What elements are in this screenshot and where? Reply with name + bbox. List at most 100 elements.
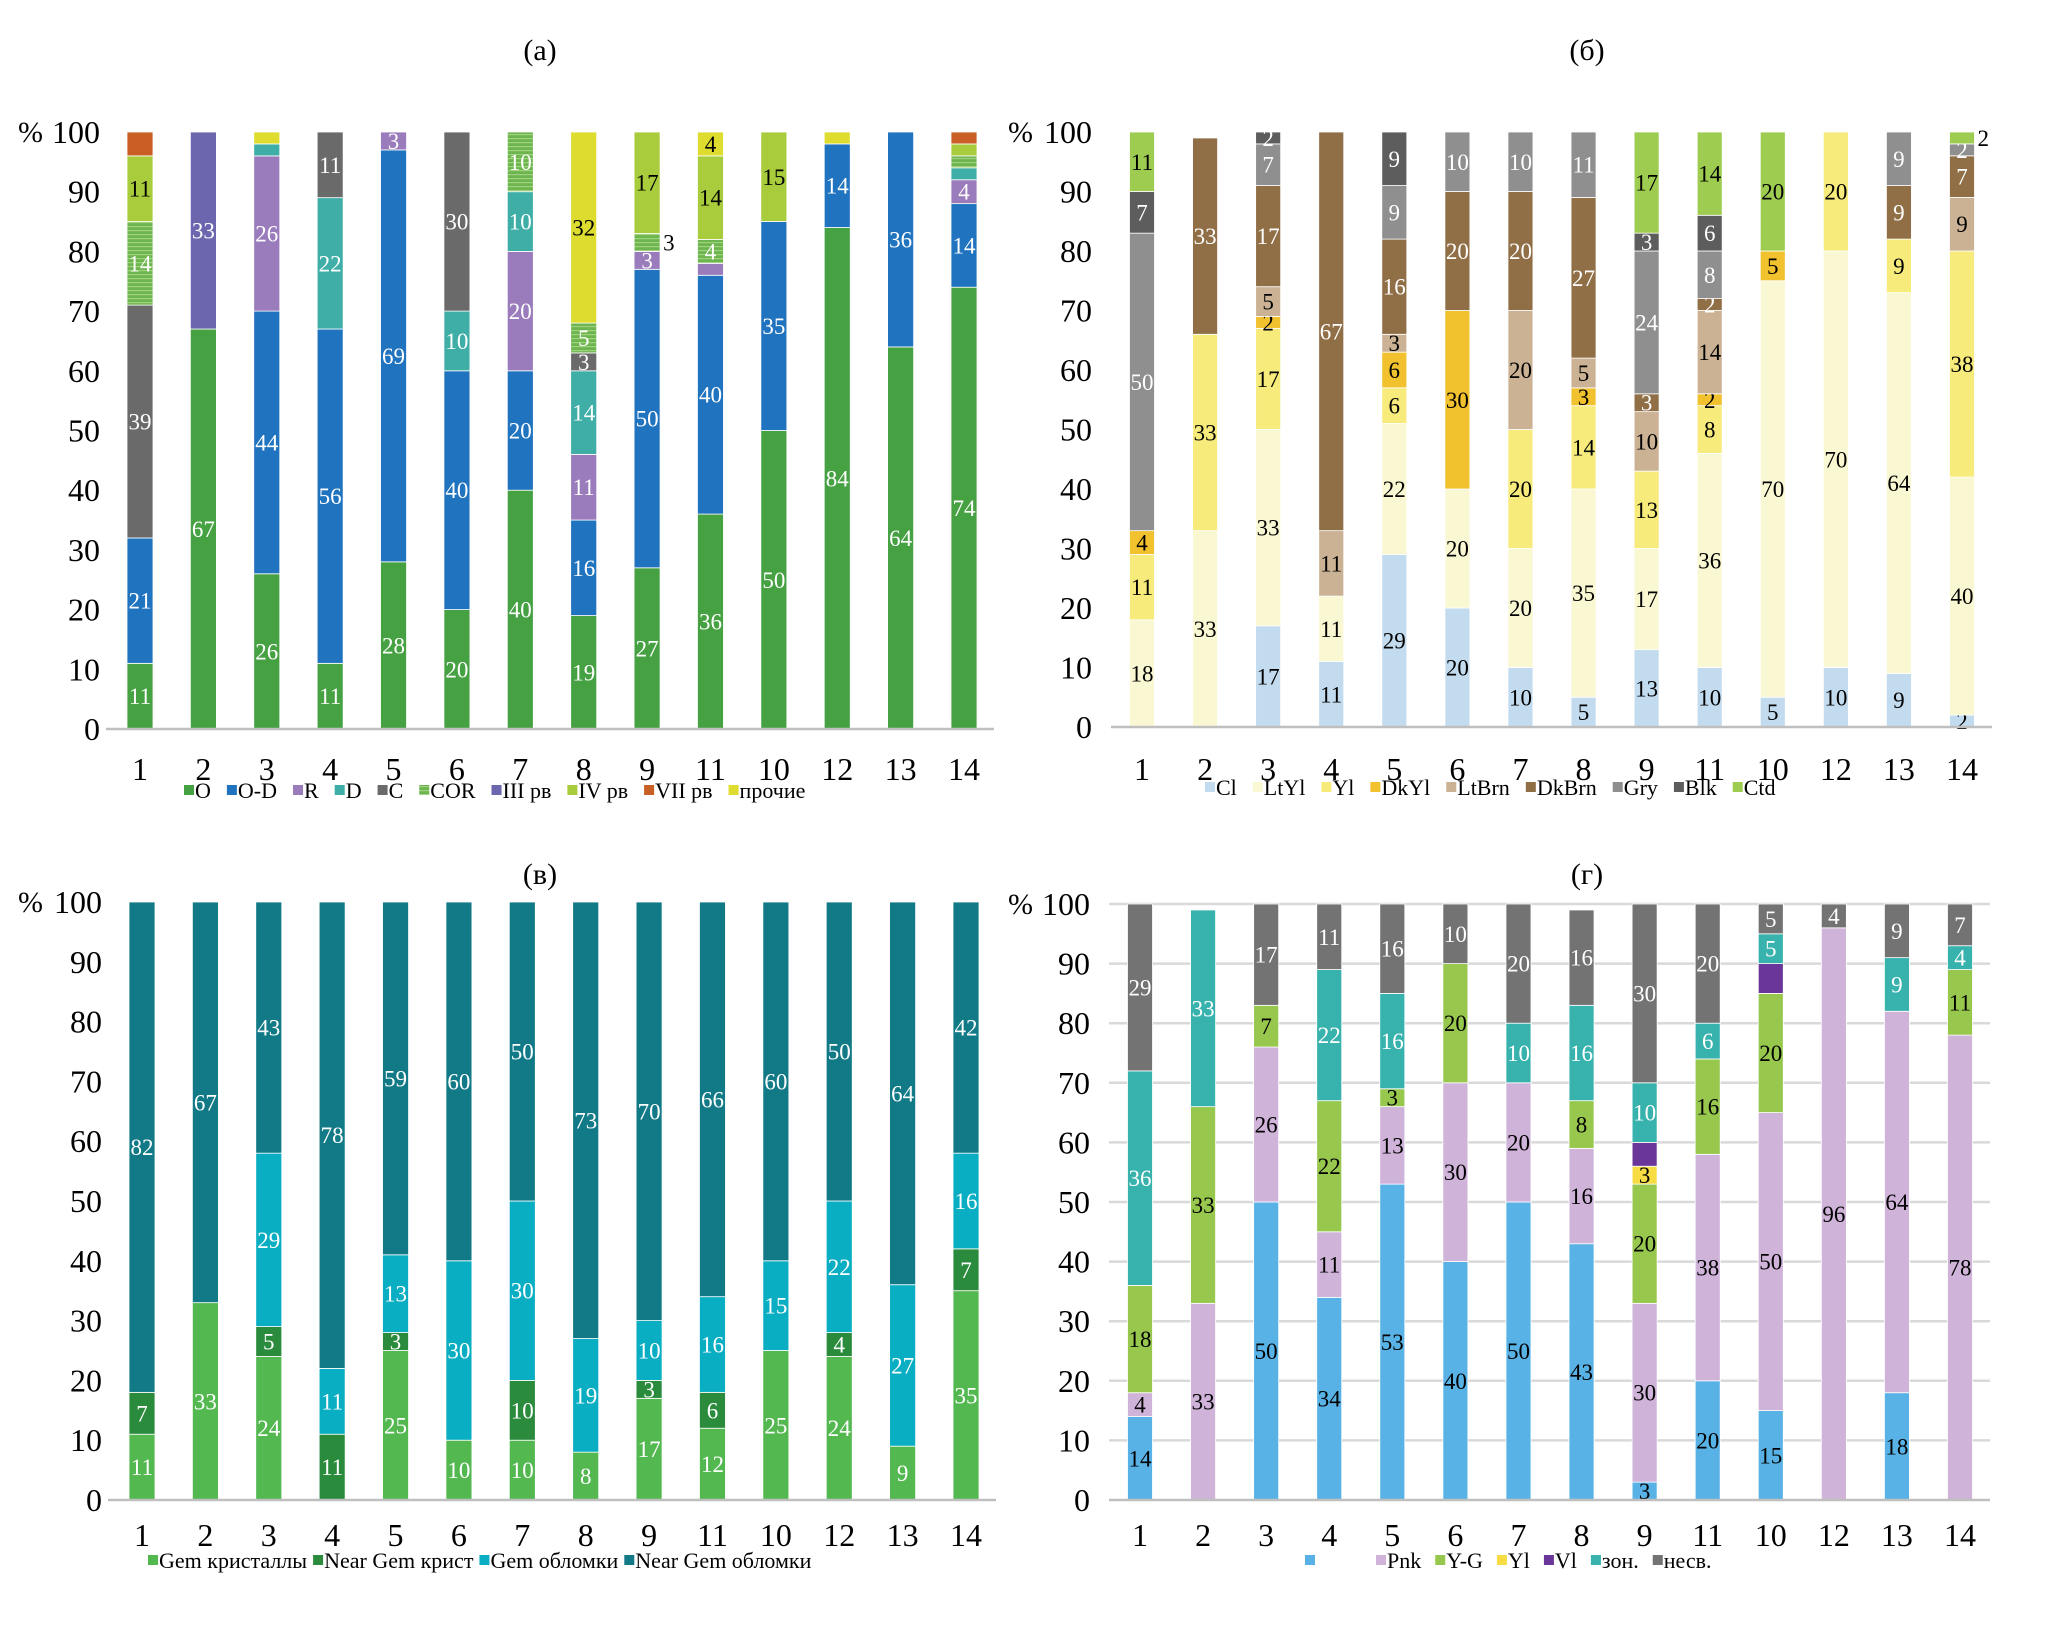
x-tick-label: 10 <box>1755 1517 1787 1553</box>
legend-label: несв. <box>1664 1548 1712 1573</box>
y-tick-label: 70 <box>1060 293 1092 329</box>
bar-segment <box>382 901 409 1256</box>
x-tick-label: 10 <box>758 751 790 787</box>
bar-segment <box>1696 452 1723 668</box>
bar-segment <box>1694 1022 1721 1060</box>
data-label: 3 <box>578 350 590 375</box>
x-tick-label: 8 <box>576 751 592 787</box>
x-tick-label: 1 <box>1134 751 1150 787</box>
bar-segment <box>950 203 978 288</box>
x-tick-label: 8 <box>578 1517 594 1553</box>
data-label: 33 <box>1192 1193 1215 1218</box>
data-label: 3 <box>390 1330 402 1355</box>
data-label: 16 <box>1381 1029 1404 1054</box>
data-label: 18 <box>1885 1434 1908 1459</box>
x-tick-label: 8 <box>1574 1517 1590 1553</box>
data-label: 13 <box>384 1282 407 1307</box>
bar-segment <box>382 1350 409 1501</box>
bar-segment <box>253 143 281 157</box>
data-label: 40 <box>699 383 722 408</box>
bar-segment <box>1947 969 1973 1036</box>
data-label: 10 <box>509 210 532 235</box>
data-label: 11 <box>1320 682 1342 707</box>
x-tick-label: 14 <box>948 751 980 787</box>
legend-swatch <box>1205 782 1215 792</box>
y-tick-label: 0 <box>1074 1482 1090 1518</box>
data-label: 11 <box>1318 1253 1340 1278</box>
bar-segment <box>1442 963 1469 1084</box>
bar-segment <box>1886 185 1912 240</box>
data-label: 16 <box>1570 1041 1593 1066</box>
y-tick-label: 50 <box>70 1183 102 1219</box>
legend-swatch <box>1673 782 1684 792</box>
x-tick-label: 4 <box>1321 1517 1337 1553</box>
bar-segment <box>699 1296 726 1393</box>
legend-swatch <box>728 785 739 795</box>
legend-swatch <box>1543 1555 1554 1565</box>
data-label: 29 <box>1129 975 1152 1000</box>
data-label: 16 <box>572 556 595 581</box>
data-label: 14 <box>826 174 850 199</box>
bar-segment <box>1442 903 1469 964</box>
data-label: 10 <box>1507 1041 1530 1066</box>
bar-segment <box>1570 357 1597 389</box>
data-label: 53 <box>1381 1330 1404 1355</box>
x-tick-label: 10 <box>1757 751 1789 787</box>
bar-segment <box>443 370 471 610</box>
legend-label: C <box>389 778 404 803</box>
bar-segment <box>1505 1082 1532 1203</box>
data-label: 50 <box>1759 1250 1782 1275</box>
y-tick-label: 10 <box>1060 650 1092 686</box>
legend-swatch <box>1525 782 1536 792</box>
data-label: 2 <box>1956 138 1968 163</box>
x-tick-label: 13 <box>887 1517 919 1553</box>
bar-segment <box>889 1445 917 1501</box>
y-tick-label: 40 <box>1060 471 1092 507</box>
x-tick-label: 14 <box>1944 1517 1976 1553</box>
data-label: 11 <box>1320 617 1342 642</box>
data-label: 70 <box>1824 447 1847 472</box>
data-label: 20 <box>1509 477 1532 502</box>
bar-segment <box>253 155 281 312</box>
data-label: 4 <box>1134 1393 1146 1418</box>
bar-segment <box>1884 1392 1910 1501</box>
legend-label: D <box>346 778 362 803</box>
y-tick-label: 80 <box>1058 1005 1090 1041</box>
legend-label: LtYl <box>1264 775 1306 800</box>
x-tick-label: 3 <box>1260 751 1276 787</box>
data-label: 13 <box>1381 1133 1404 1158</box>
bar-segment <box>952 1152 980 1250</box>
x-tick-label: 7 <box>1512 751 1528 787</box>
legend-swatch <box>479 1555 490 1565</box>
data-label: 15 <box>762 165 785 190</box>
data-label: 33 <box>1194 420 1217 445</box>
data-label: 20 <box>1509 239 1532 264</box>
data-label: 15 <box>1759 1443 1782 1468</box>
legend-swatch <box>1496 1555 1507 1565</box>
bar-segment <box>1631 1082 1658 1143</box>
bar-segment <box>762 1350 790 1501</box>
data-label: 3 <box>1641 391 1653 416</box>
data-label: 64 <box>891 1081 915 1106</box>
bar-segment <box>1192 137 1218 335</box>
y-tick-label: 30 <box>70 1303 102 1339</box>
bar-segment <box>1633 131 1660 234</box>
x-tick-label: 11 <box>695 751 726 787</box>
y-axis-label: % <box>1008 116 1033 149</box>
bar-segment <box>445 1260 473 1441</box>
data-label: 17 <box>1257 664 1280 689</box>
chart-panel-1: 0102030405060708090100%18114507111333333… <box>1008 114 1992 800</box>
bar-segment <box>1507 310 1534 430</box>
data-label: 7 <box>1260 1014 1272 1039</box>
data-label: 17 <box>638 1437 661 1462</box>
legend-swatch <box>491 785 502 795</box>
data-label: 22 <box>319 251 342 276</box>
data-label: 44 <box>255 430 279 455</box>
bar-segment <box>633 233 661 252</box>
data-label: 30 <box>1633 981 1656 1006</box>
bar-segment <box>255 901 283 1154</box>
x-tick-label: 1 <box>132 751 148 787</box>
data-label: 73 <box>574 1108 597 1133</box>
data-label: 20 <box>1446 656 1469 681</box>
data-label: 11 <box>321 1455 343 1480</box>
